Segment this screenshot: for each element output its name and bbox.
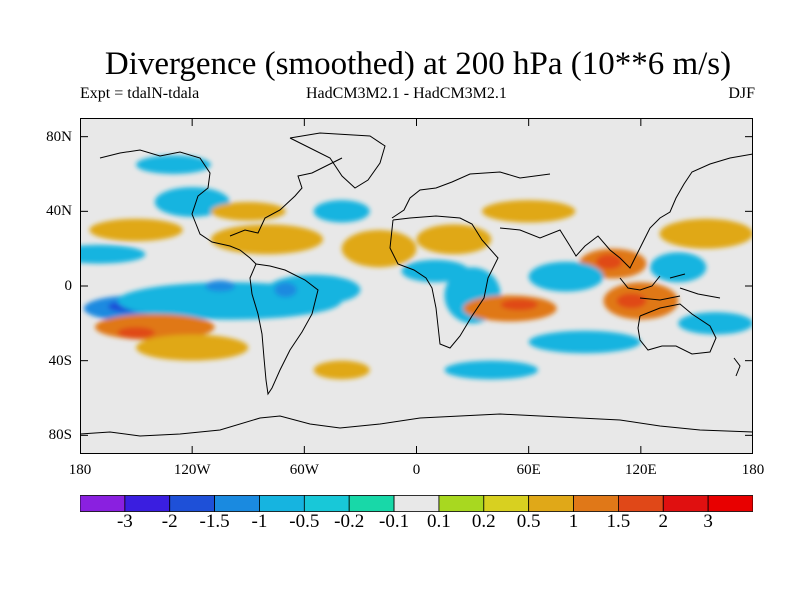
divergence-map [80,118,753,454]
divergence-region [444,360,539,380]
longitude-label: 60W [289,462,319,478]
divergence-region [136,334,249,361]
color-bar-swatch [662,495,709,512]
latitude-label: 80N [46,128,72,145]
longitude-label: 0 [412,462,421,478]
color-bar-swatch [618,495,664,512]
color-bar-swatch [348,495,395,512]
color-bar-swatch [169,495,215,512]
divergence-region [528,261,604,292]
color-bar-label: 0.1 [427,511,451,532]
north-america-coast [99,149,257,265]
color-bar-swatch [303,495,350,512]
color-bar-label: -0.1 [379,511,410,532]
color-bar-label: -0.5 [289,511,320,532]
divergence-region [341,230,417,268]
divergence-region [154,187,230,217]
divergence-region [205,280,236,292]
divergence-region [136,155,211,174]
divergence-region [678,312,753,335]
color-bar-swatch [573,495,619,512]
color-bar-swatch [438,495,485,512]
divergence-region [481,200,576,223]
divergence-region [528,330,641,354]
longitude-label: 120E [624,462,657,478]
latitude-label: 40S [48,352,72,369]
divergence-region [210,202,286,221]
divergence-region [313,360,370,380]
divergence-contours [80,155,753,380]
divergence-region [210,224,324,255]
south-america-coast [249,263,319,396]
longitude-label: 180 [741,462,765,478]
color-bar-label: -0.2 [334,511,365,532]
color-bar-label: 3 [703,511,713,532]
axis-ticks [80,118,753,454]
australia-coast [637,303,717,355]
maritime-continent-coast [619,273,721,301]
longitude-label: 60E [516,462,541,478]
season-label: DJF [728,85,755,102]
divergence-region [266,274,361,305]
europe-coast [391,171,551,219]
experiment-label: Expt = tdalN-tdala [80,85,200,102]
divergence-region [500,299,539,311]
gulf-coast [229,157,343,237]
asia-coast [499,153,753,269]
divergence-region [416,224,492,255]
color-bar-swatch [707,495,753,512]
divergence-region [117,327,155,339]
color-bar-label: 0.5 [516,511,541,532]
color-bar-label: -1.5 [199,511,230,532]
antarctica-coast [80,413,753,437]
divergence-region [595,254,623,270]
color-bar-label: 1 [568,511,579,532]
new-zealand-coast [733,357,741,377]
divergence-region [89,218,183,242]
divergence-region [616,293,647,309]
divergence-region [80,244,146,264]
color-bar-label: -2 [161,511,178,532]
color-bar-swatch [124,495,171,512]
color-bar [80,495,753,512]
divergence-region [650,252,707,283]
color-bar-label: 1.5 [606,511,631,532]
color-bar-swatch [528,495,574,512]
color-bar-label: -1 [251,511,268,532]
longitude-label: 180 [68,462,92,478]
color-bar-swatch [393,495,440,512]
coastlines [80,132,753,437]
color-bar-swatch [214,495,260,512]
color-bar-label: 2 [658,511,669,532]
color-bar-swatch [80,495,126,512]
color-bar-label: -3 [116,511,133,532]
divergence-region [274,282,297,298]
color-bar-swatch [483,495,530,512]
models-label: HadCM3M2.1 - HadCM3M2.1 [306,85,507,102]
latitude-label: 40N [46,203,72,220]
divergence-region [659,218,753,249]
color-bar-label: 0.2 [471,511,496,532]
map-title: Divergence (smoothed) at 200 hPa (10**6 … [104,46,732,82]
latitude-label: 80S [48,427,72,444]
divergence-region [313,200,370,223]
color-bar-swatch [259,495,305,512]
longitude-label: 120W [173,462,211,478]
latitude-label: 0 [64,278,73,294]
africa-coast [389,215,499,349]
greenland-coast [289,132,386,189]
